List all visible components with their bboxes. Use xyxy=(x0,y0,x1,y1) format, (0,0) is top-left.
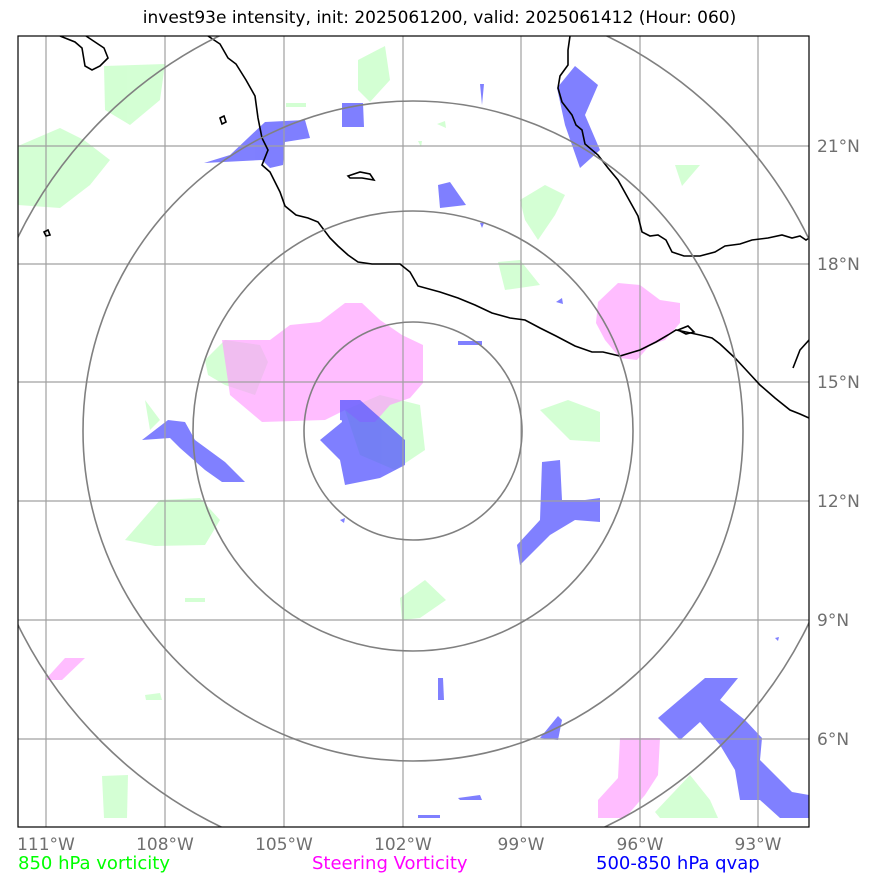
lon-tick-label: 105°W xyxy=(255,835,313,855)
steering-vorticity-layer xyxy=(45,283,680,818)
lon-tick-label: 111°W xyxy=(17,835,75,855)
legend-850-vorticity: 850 hPa vorticity xyxy=(18,853,171,874)
longitude-labels: 111°W 108°W 105°W 102°W 99°W 96°W 93°W xyxy=(17,835,782,855)
vorticity-850-layer xyxy=(18,46,718,818)
lat-tick-label: 21°N xyxy=(817,137,860,157)
legend-qvap: 500-850 hPa qvap xyxy=(596,853,760,874)
map-title: invest93e intensity, init: 2025061200, v… xyxy=(142,8,737,28)
lat-tick-label: 6°N xyxy=(817,730,849,750)
lat-tick-label: 18°N xyxy=(817,255,860,275)
lon-tick-label: 96°W xyxy=(617,835,664,855)
lat-tick-label: 9°N xyxy=(817,611,849,631)
lon-tick-label: 99°W xyxy=(498,835,545,855)
coastline xyxy=(42,36,809,419)
lon-tick-label: 102°W xyxy=(374,835,432,855)
lat-tick-label: 12°N xyxy=(817,492,860,512)
lon-tick-label: 93°W xyxy=(735,835,782,855)
qvap-layer xyxy=(142,66,809,818)
lat-tick-label: 15°N xyxy=(817,373,860,393)
graticule xyxy=(18,36,809,827)
distance-rings xyxy=(18,36,809,827)
map-plot-area xyxy=(18,36,809,827)
legend-steering-vorticity: Steering Vorticity xyxy=(312,853,468,874)
map-frame xyxy=(17,35,810,828)
latitude-labels: 21°N 18°N 15°N 12°N 9°N 6°N xyxy=(817,137,860,750)
lon-tick-label: 108°W xyxy=(136,835,194,855)
